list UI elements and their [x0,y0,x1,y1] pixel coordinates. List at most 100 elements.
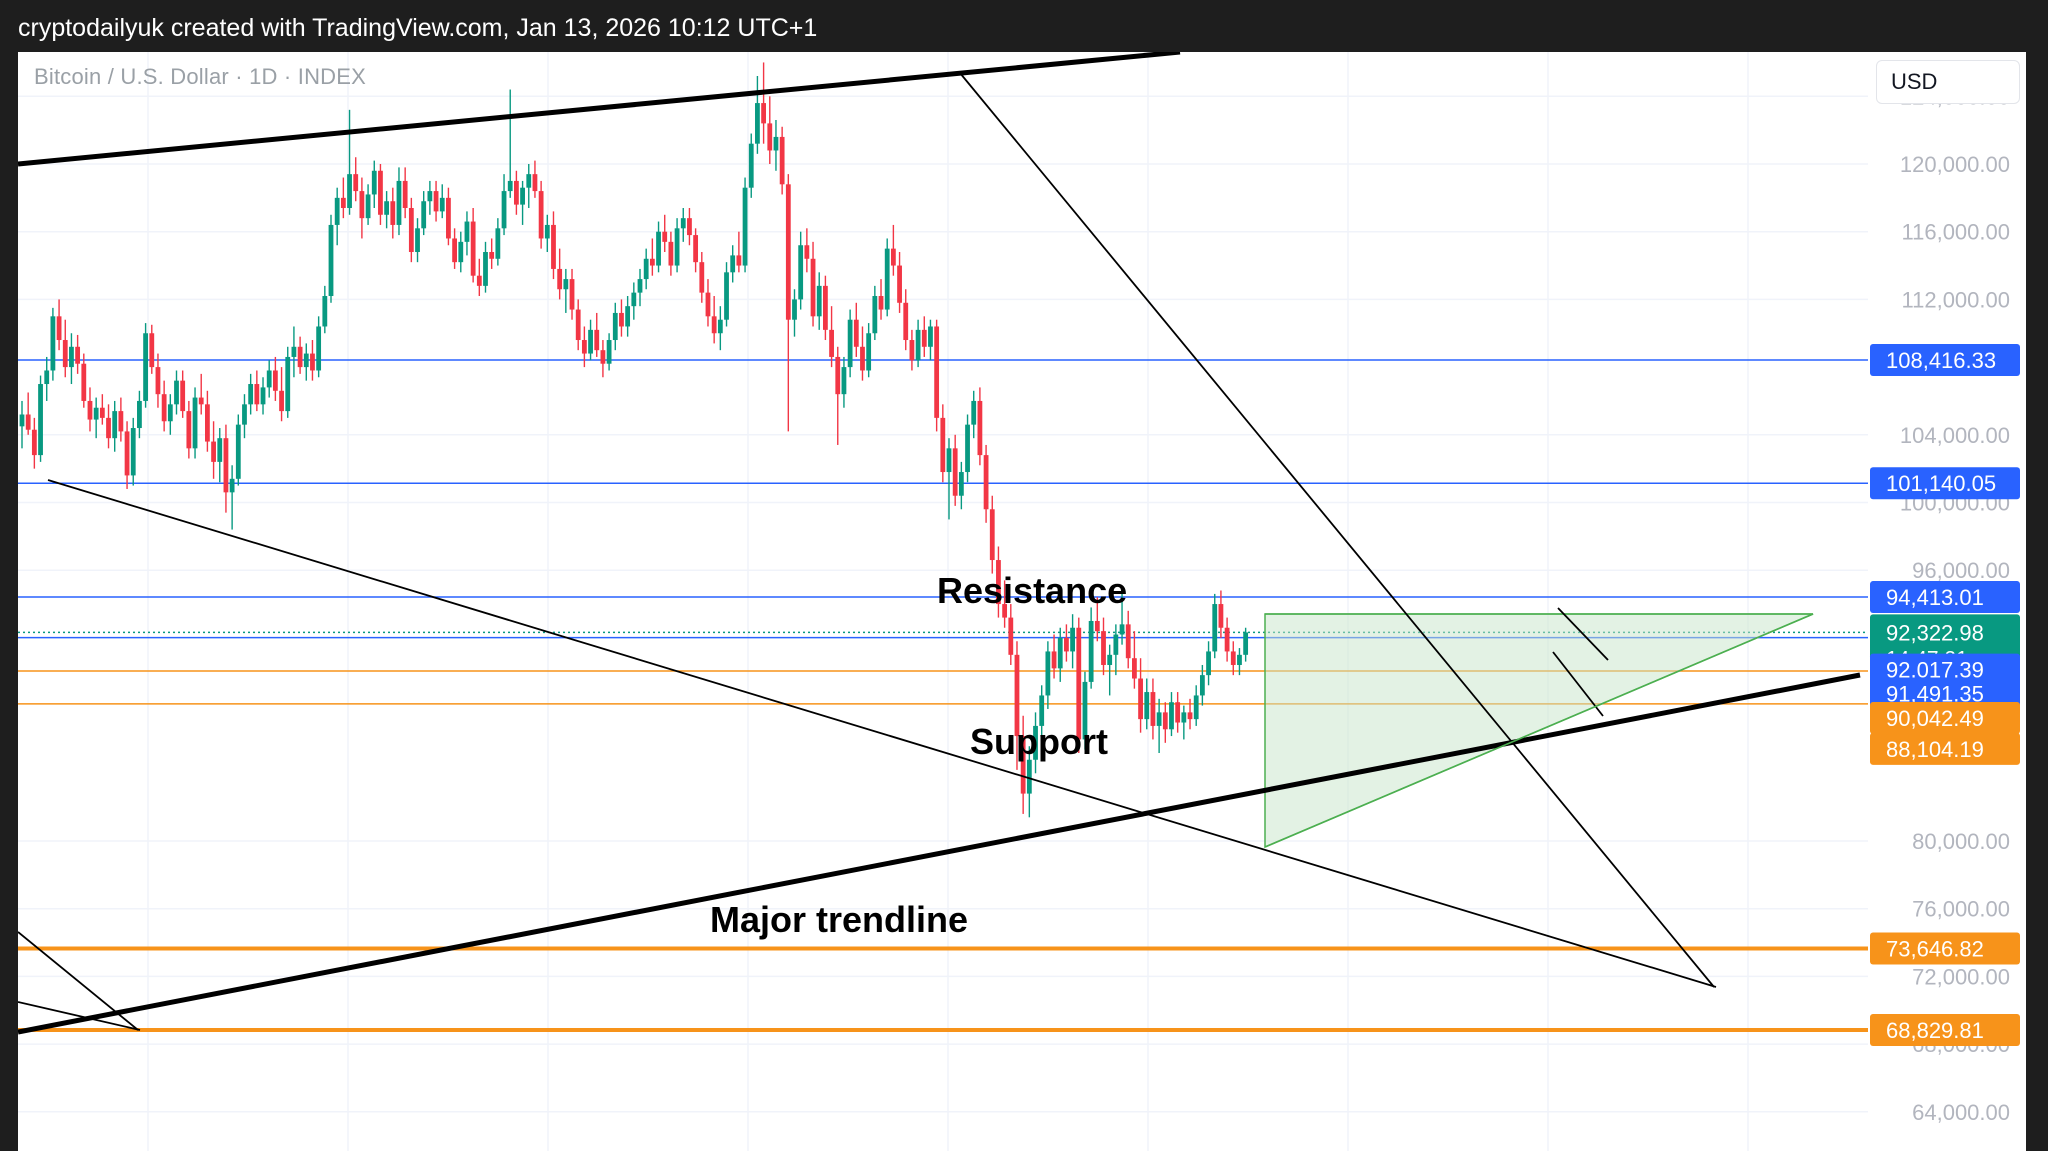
price-level-labels: 108,416.33101,140.0594,413.0192,322.9814… [1870,344,2020,1047]
price-label-bg-6 [1870,702,2020,735]
price-label-bg-9 [1870,1014,2020,1047]
candle-178 [1119,590,1125,645]
candle-82 [526,164,532,209]
attribution-text: cryptodailyuk created with TradingView.c… [18,14,818,42]
candle-108 [687,208,692,246]
price-chart[interactable]: Resistance Support Major trendline 124,0… [18,52,2048,1151]
candle-122 [773,119,779,171]
y-axis-tick-8: 76,000.00 [1912,897,2010,922]
candle-111 [705,279,711,327]
candle-164 [1033,712,1038,774]
candle-56 [365,184,371,225]
candle-85 [544,214,550,253]
candle-79 [507,89,513,198]
flag-line-lower [1552,651,1604,717]
candle-106 [674,218,680,273]
candle-143 [903,289,909,351]
candle-78 [501,174,507,236]
candle-129 [816,272,822,330]
candle-84 [538,180,544,249]
candle-40 [266,360,272,398]
candle-93 [594,312,600,357]
candle-135 [853,302,859,357]
candle-64 [415,218,420,263]
candle-9 [75,334,81,374]
major-trendline [18,672,1861,1035]
candle-45 [297,336,303,374]
candle-62 [402,167,408,219]
annotation-resistance: Resistance [937,570,1127,611]
candle-151 [952,434,958,506]
candle-3 [38,375,43,462]
candle-166 [1045,641,1051,709]
candle-171 [1076,617,1082,753]
candle-127 [804,228,810,273]
candle-7 [62,319,68,378]
candle-125 [792,289,797,337]
candle-153 [965,414,970,483]
annotation-major-trendline: Major trendline [710,899,968,940]
candle-94 [600,340,606,378]
candle-76 [489,238,495,269]
candle-161 [1014,641,1020,770]
candle-91 [581,326,587,368]
price-label-1: 101,140.05 [1886,471,1996,496]
candle-52 [340,177,346,219]
candle-14 [106,404,111,449]
candle-175 [1101,617,1106,676]
candle-1 [25,392,31,435]
candle-49 [322,285,328,334]
candle-72 [464,211,470,256]
y-axis-tick-7: 80,000.00 [1912,829,2010,854]
y-axis-tick-1: 120,000.00 [1900,152,2010,177]
candle-145 [915,319,921,368]
candle-131 [829,306,834,368]
lower-descending-trendline [47,479,1717,988]
candle-192 [1206,641,1211,686]
candle-185 [1162,702,1168,743]
candle-158 [996,546,1001,618]
candle-130 [823,275,828,341]
candle-0 [19,400,25,449]
candle-188 [1181,705,1187,740]
small-left-line-2 [18,1001,141,1031]
candle-61 [396,167,402,236]
candle-183 [1150,678,1156,740]
annotation-support: Support [970,721,1108,762]
candle-100 [637,268,643,307]
candle-170 [1070,614,1075,669]
candle-44 [291,326,297,378]
candle-142 [897,252,902,313]
chart-area[interactable]: Resistance Support Major trendline 124,0… [18,52,2048,1151]
candle-179 [1125,610,1131,669]
candle-113 [717,306,723,351]
candle-136 [860,326,865,381]
candle-6 [56,299,62,351]
candle-63 [408,197,414,263]
currency-selector-button[interactable]: USD [1876,60,2020,104]
candle-41 [272,356,278,401]
candle-81 [520,180,525,225]
candle-46 [303,343,309,381]
candle-35 [235,414,241,486]
candle-5 [50,307,56,381]
candle-112 [711,296,717,344]
candle-114 [724,262,729,327]
candle-165 [1039,685,1045,740]
candle-103 [656,221,661,273]
attribution-header: cryptodailyuk created with TradingView.c… [0,0,2048,52]
candle-51 [334,187,340,246]
candle-86 [551,211,556,280]
price-label-bg-5 [1870,677,2020,710]
candles [19,62,1249,818]
candle-95 [606,333,612,371]
candle-58 [378,164,383,225]
candle-118 [748,133,754,198]
candle-162 [1020,715,1026,814]
candle-37 [248,373,254,415]
candle-174 [1094,597,1100,642]
candle-33 [223,424,229,513]
candle-116 [736,231,742,273]
candle-28 [192,387,198,459]
candle-119 [755,75,760,154]
